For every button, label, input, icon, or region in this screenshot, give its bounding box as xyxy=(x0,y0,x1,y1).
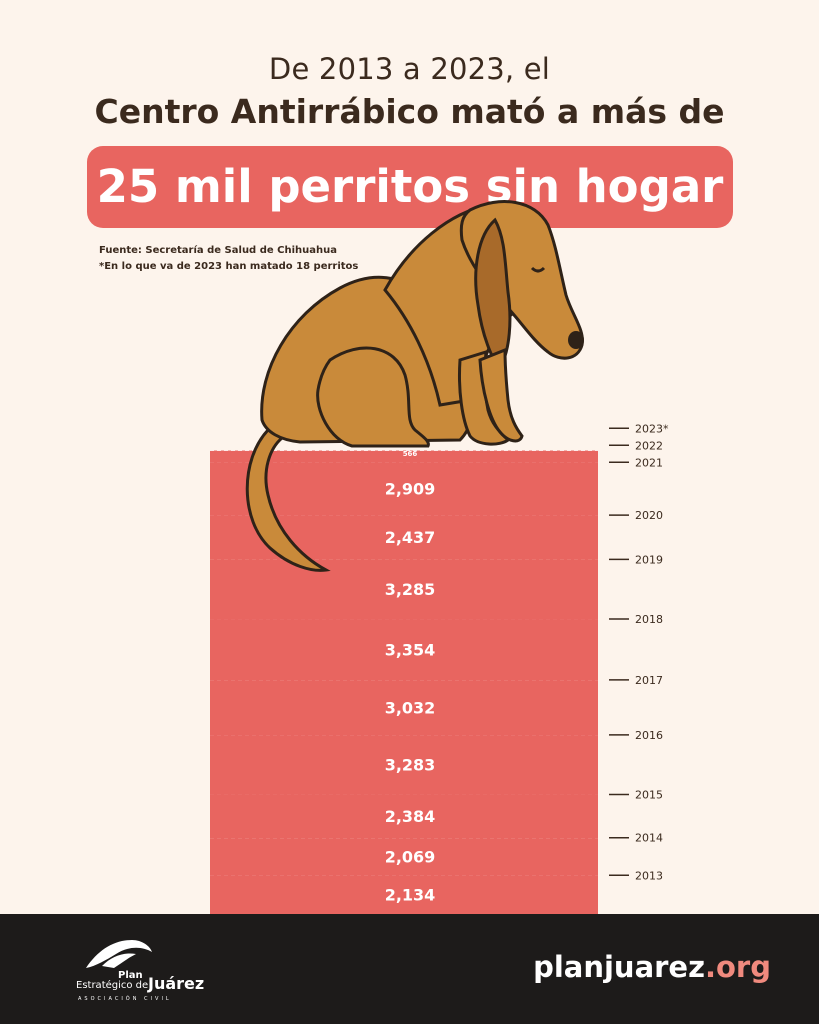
stacked-bar-chart: 2,134 2,069 2,384 3,283 3,032 3,354 3,285 2,437… xyxy=(210,200,669,914)
value-label-2014: 2,069 xyxy=(385,847,436,866)
value-label-2013: 2,134 xyxy=(385,886,436,905)
bar-segment-2023 xyxy=(210,450,598,453)
footer-bar: Plan Estratégico de Juárez ASOCIACIÓN CI… xyxy=(0,914,819,1024)
bar-segment-2019 xyxy=(210,559,598,620)
bar-segment-2017 xyxy=(210,679,598,736)
website-domain: planjuarez xyxy=(533,950,705,984)
year-label-2016: 2016 xyxy=(635,729,663,742)
bar-segment-2014 xyxy=(210,837,598,876)
source-notes: Fuente: Secretaría de Salud de Chihuahua… xyxy=(99,243,358,275)
logo-word-juarez: Juárez xyxy=(148,974,205,993)
year-label-2019: 2019 xyxy=(635,553,663,566)
value-label-2015: 2,384 xyxy=(385,807,436,826)
bar-segment-2021 xyxy=(210,462,598,516)
bar-segment-2018 xyxy=(210,618,598,681)
year-label-2014: 2014 xyxy=(635,832,663,845)
website-tld: .org xyxy=(704,950,771,984)
value-label-2022: 566 xyxy=(403,450,418,458)
logo-subtitle: ASOCIACIÓN CIVIL xyxy=(78,996,172,1002)
header-line-1: De 2013 a 2023, el xyxy=(268,52,551,86)
year-label-2018: 2018 xyxy=(635,613,663,626)
year-label-2023: 2023* xyxy=(635,422,669,435)
sitting-dog-illustration xyxy=(245,200,584,572)
source-text: Fuente: Secretaría de Salud de Chihuahua xyxy=(99,245,337,256)
logo-word-estrategico: Estratégico de xyxy=(76,980,149,991)
year-label-2022: 2022 xyxy=(635,439,663,452)
value-label-2016: 3,283 xyxy=(385,756,436,775)
year-label-2020: 2020 xyxy=(635,509,663,522)
headline-highlight: 25 mil perritos sin hogar xyxy=(87,146,733,228)
value-label-2021: 2,909 xyxy=(385,480,436,499)
bar-segment-2013 xyxy=(210,875,598,914)
year-label-2015: 2015 xyxy=(635,788,663,801)
value-label-2020: 2,437 xyxy=(385,528,436,547)
website-link[interactable]: planjuarez.org xyxy=(533,950,771,984)
value-label-2019: 3,285 xyxy=(385,580,436,599)
bar-segment-2015 xyxy=(210,794,598,839)
year-label-2017: 2017 xyxy=(635,674,663,687)
logo-word-plan: Plan xyxy=(118,970,143,981)
footnote-text: *En lo que va de 2023 han matado 18 perr… xyxy=(99,261,359,272)
value-label-2018: 3,354 xyxy=(385,640,436,659)
headline-highlight-text: 25 mil perritos sin hogar xyxy=(96,160,724,213)
bar-segment-2016 xyxy=(210,734,598,795)
header-line-2: Centro Antirrábico mató a más de xyxy=(94,92,725,131)
year-label-2013: 2013 xyxy=(635,869,663,882)
plan-estrategico-logo: Plan Estratégico de Juárez ASOCIACIÓN CI… xyxy=(76,936,216,1006)
mountain-logo-icon xyxy=(86,940,152,968)
value-label-2017: 3,032 xyxy=(385,698,436,717)
year-label-2021: 2021 xyxy=(635,456,663,469)
bar-segment-2022 xyxy=(210,452,598,463)
